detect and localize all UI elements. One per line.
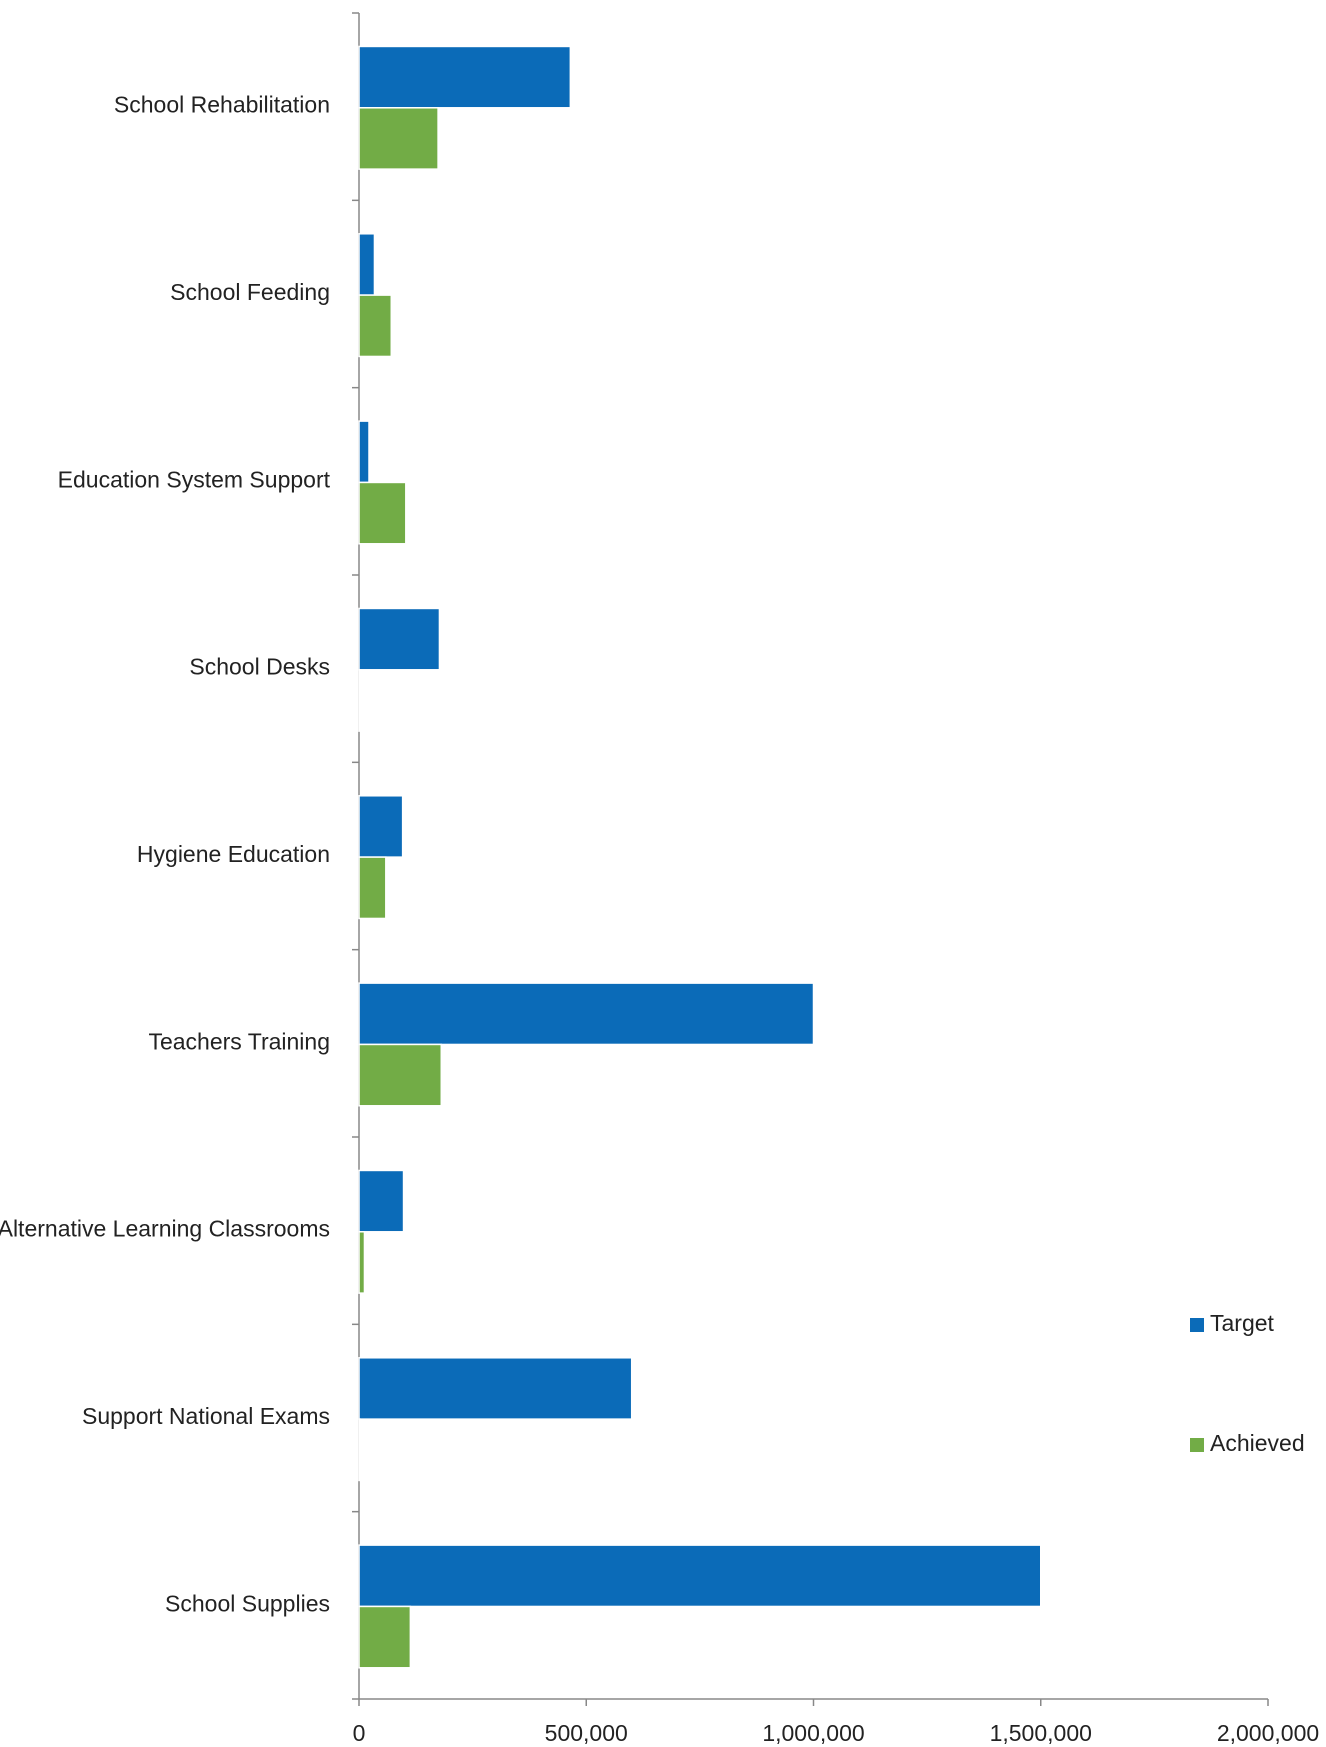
y-tick-label: Alternative Learning Classrooms bbox=[0, 1216, 330, 1242]
bar bbox=[358, 856, 387, 920]
legend-swatch bbox=[1190, 1318, 1204, 1332]
y-tick-label: Teachers Training bbox=[148, 1028, 330, 1054]
bar bbox=[358, 233, 376, 296]
x-tick-label: 1,500,000 bbox=[990, 1720, 1092, 1746]
bar bbox=[358, 1043, 443, 1107]
bar bbox=[358, 1357, 633, 1420]
y-tick-label: School Rehabilitation bbox=[114, 92, 330, 118]
bar bbox=[358, 45, 572, 109]
bar bbox=[358, 420, 370, 484]
x-tick-label: 500,000 bbox=[545, 1720, 628, 1746]
legend-swatch bbox=[1190, 1438, 1204, 1452]
bar bbox=[358, 1231, 366, 1294]
y-tick-label: Hygiene Education bbox=[137, 841, 330, 867]
bar bbox=[358, 982, 815, 1046]
y-tick-label: School Supplies bbox=[165, 1590, 330, 1616]
legend-label: Achieved bbox=[1210, 1430, 1305, 1456]
y-tick-label: School Feeding bbox=[170, 279, 330, 305]
bar bbox=[358, 107, 439, 170]
bar bbox=[358, 607, 441, 671]
x-tick-label: 1,000,000 bbox=[762, 1720, 864, 1746]
y-tick-label: School Desks bbox=[189, 654, 330, 680]
x-tick-label: 0 bbox=[353, 1720, 366, 1746]
legend-label: Target bbox=[1210, 1310, 1275, 1336]
bar bbox=[358, 1418, 361, 1482]
y-tick-label: Education System Support bbox=[58, 466, 331, 492]
bar bbox=[358, 795, 404, 858]
bar bbox=[358, 1169, 405, 1233]
bar bbox=[358, 1605, 412, 1669]
x-tick-label: 2,000,000 bbox=[1217, 1720, 1319, 1746]
bar bbox=[358, 294, 393, 358]
bar bbox=[358, 481, 407, 545]
bar bbox=[358, 1544, 1042, 1608]
y-tick-label: Support National Exams bbox=[82, 1403, 330, 1429]
